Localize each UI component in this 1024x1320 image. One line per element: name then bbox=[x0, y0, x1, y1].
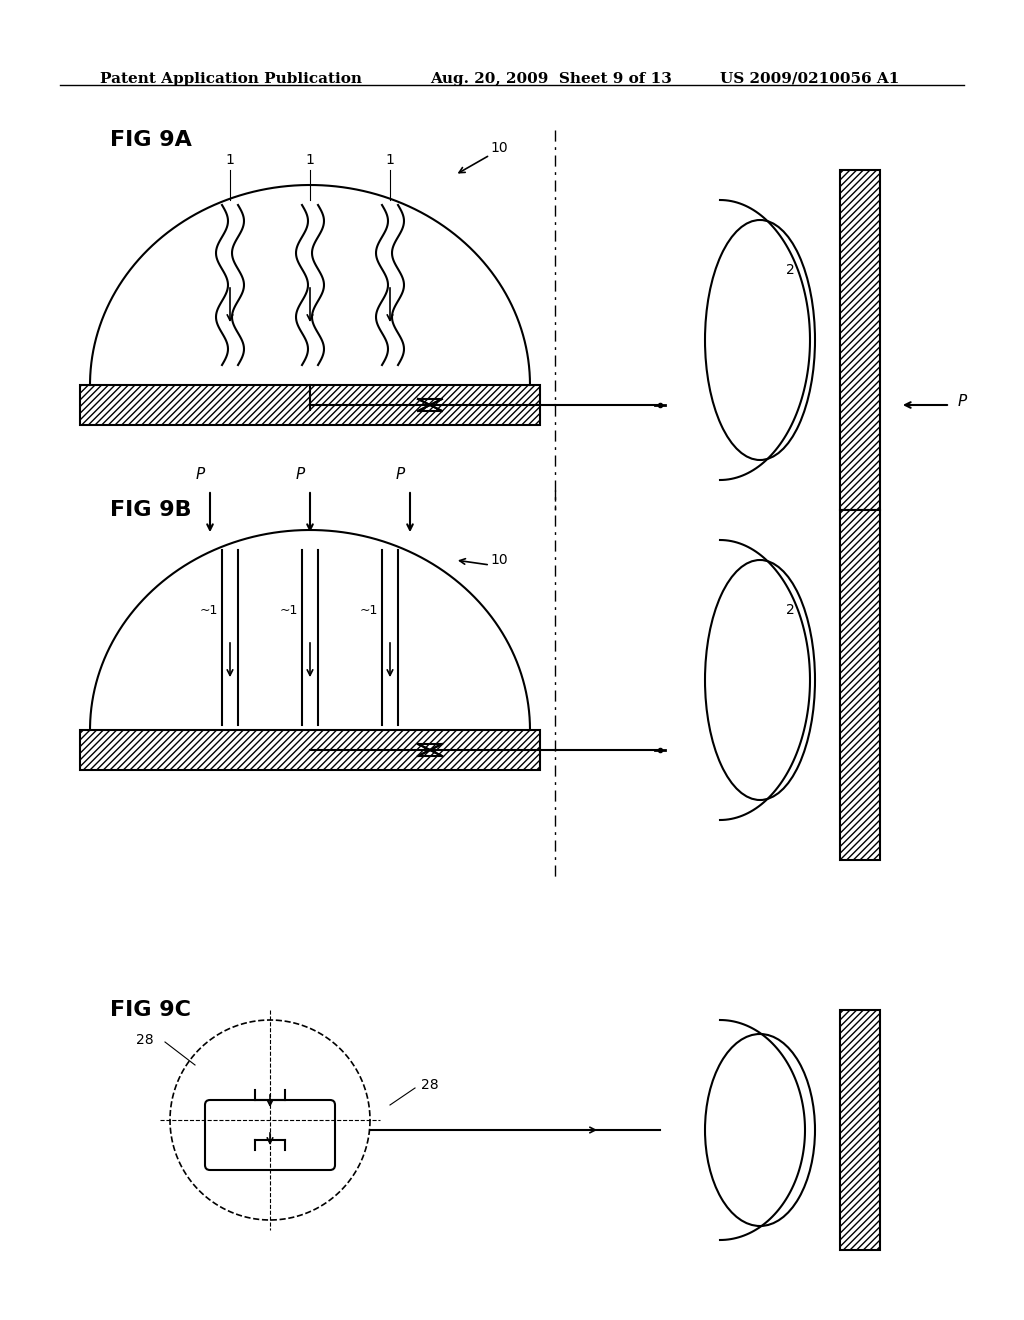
Text: 2: 2 bbox=[785, 603, 795, 616]
Text: Aug. 20, 2009  Sheet 9 of 13: Aug. 20, 2009 Sheet 9 of 13 bbox=[430, 73, 672, 86]
Text: FIG 9B: FIG 9B bbox=[110, 500, 191, 520]
Text: ~1: ~1 bbox=[200, 603, 218, 616]
Text: FIG 9A: FIG 9A bbox=[110, 129, 191, 150]
Text: FIG 9C: FIG 9C bbox=[110, 1001, 191, 1020]
Text: P: P bbox=[196, 467, 205, 482]
Text: P: P bbox=[958, 395, 968, 409]
Bar bbox=[840, 170, 880, 510]
Ellipse shape bbox=[705, 560, 815, 800]
Text: 2: 2 bbox=[785, 263, 795, 277]
Ellipse shape bbox=[705, 1034, 815, 1226]
Text: P: P bbox=[395, 467, 404, 482]
Bar bbox=[80, 385, 540, 425]
Bar bbox=[840, 1010, 880, 1250]
Text: ~1: ~1 bbox=[360, 603, 379, 616]
Text: 1: 1 bbox=[305, 153, 314, 168]
Text: Patent Application Publication: Patent Application Publication bbox=[100, 73, 362, 86]
Text: 10: 10 bbox=[490, 553, 508, 568]
Text: US 2009/0210056 A1: US 2009/0210056 A1 bbox=[720, 73, 899, 86]
Text: 1: 1 bbox=[225, 153, 234, 168]
Bar bbox=[840, 510, 880, 861]
Text: 10: 10 bbox=[490, 141, 508, 154]
Bar bbox=[80, 730, 540, 770]
Text: P: P bbox=[295, 467, 304, 482]
FancyBboxPatch shape bbox=[205, 1100, 335, 1170]
Text: 28: 28 bbox=[136, 1034, 154, 1047]
Text: 1: 1 bbox=[386, 153, 394, 168]
Text: ~1: ~1 bbox=[280, 603, 298, 616]
Ellipse shape bbox=[705, 220, 815, 459]
Text: 28: 28 bbox=[421, 1078, 439, 1092]
